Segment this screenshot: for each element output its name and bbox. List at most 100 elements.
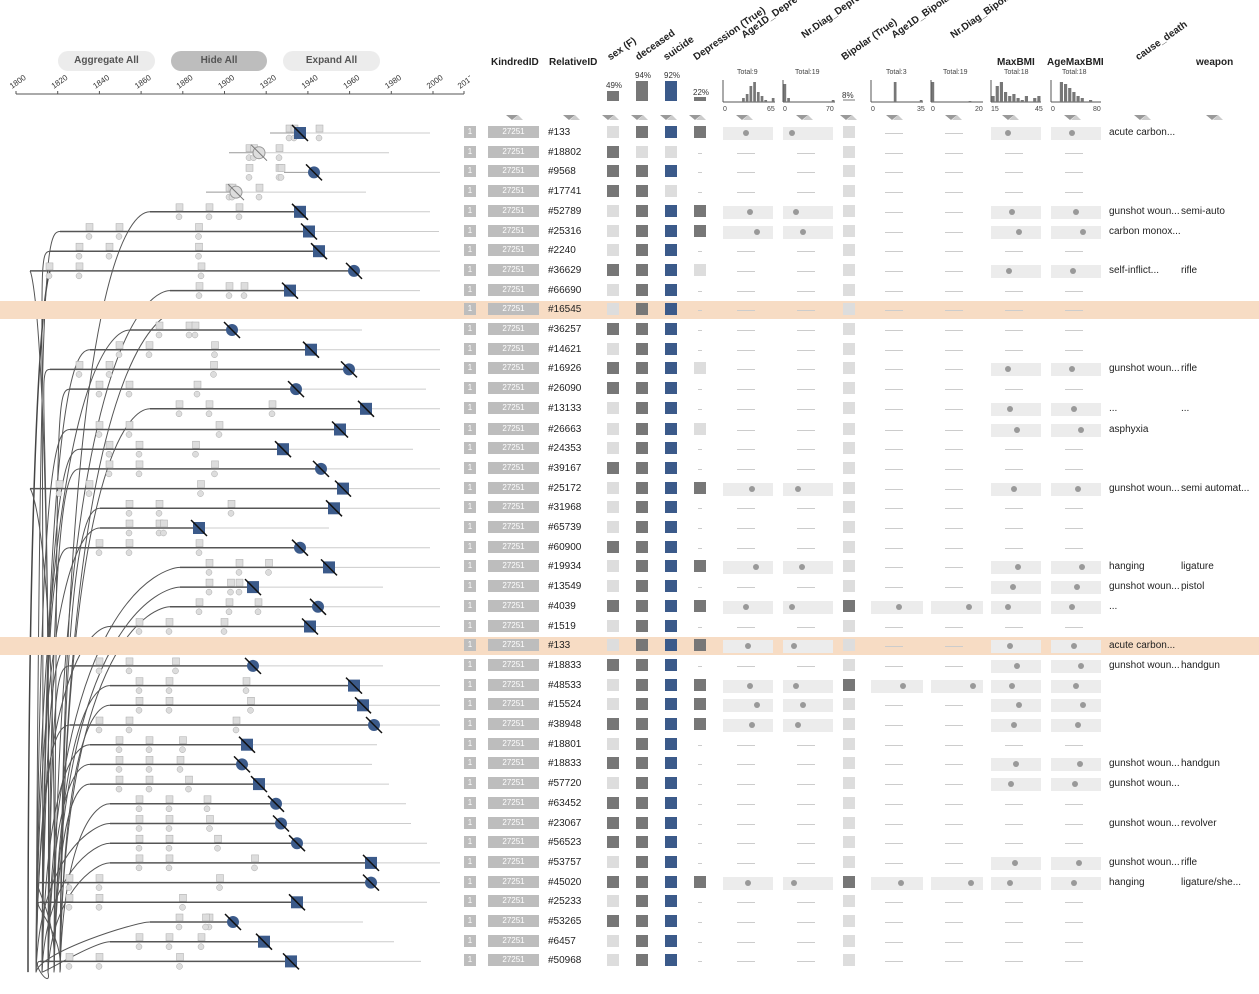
- header-agemaxbmi[interactable]: AgeMaxBMI: [1047, 57, 1104, 68]
- relative-node[interactable]: [95, 390, 103, 398]
- relative-node[interactable]: [179, 894, 187, 902]
- relative-node[interactable]: [160, 519, 168, 528]
- relative-node[interactable]: [193, 390, 201, 398]
- table-row[interactable]: 1 27251 #53265: [0, 913, 1259, 931]
- table-row[interactable]: 1 27251 #50968: [0, 952, 1259, 970]
- relative-node[interactable]: [135, 687, 143, 694]
- relative-node[interactable]: [45, 272, 53, 280]
- relative-node[interactable]: [268, 400, 277, 409]
- relative-node[interactable]: [197, 933, 206, 941]
- table-row[interactable]: 1 27251 #48533: [0, 677, 1259, 695]
- relative-node[interactable]: [205, 400, 214, 409]
- relative-node[interactable]: [254, 608, 262, 616]
- table-row[interactable]: 1 27251 #133 acute carbon...: [0, 124, 1259, 142]
- relative-node[interactable]: [210, 371, 217, 378]
- relative-node[interactable]: [175, 213, 183, 221]
- relative-node[interactable]: [214, 834, 222, 843]
- relative-node[interactable]: [202, 923, 209, 931]
- table-row[interactable]: 1 27251 #13133......: [0, 400, 1259, 418]
- relative-node[interactable]: [176, 953, 184, 961]
- relative-node[interactable]: [105, 460, 114, 469]
- relative-node[interactable]: [227, 588, 234, 596]
- table-row[interactable]: 1 27251 #17741: [0, 183, 1259, 201]
- relative-node[interactable]: [125, 431, 133, 438]
- relative-node[interactable]: [95, 904, 103, 911]
- relative-node[interactable]: [105, 440, 114, 449]
- table-row[interactable]: 1 27251 #18833 gunshot woun... handgun: [0, 755, 1259, 773]
- relative-node[interactable]: [155, 510, 163, 517]
- relative-node[interactable]: [235, 588, 243, 596]
- table-row[interactable]: 1 27251 #65739: [0, 519, 1259, 537]
- relative-node[interactable]: [176, 756, 185, 764]
- relative-node[interactable]: [135, 815, 144, 823]
- relative-node[interactable]: [205, 203, 214, 212]
- relative-node[interactable]: [176, 963, 183, 970]
- relative-node[interactable]: [206, 815, 214, 823]
- relative-node[interactable]: [245, 164, 254, 172]
- relative-node[interactable]: [135, 628, 143, 635]
- relative-node[interactable]: [315, 124, 324, 133]
- table-row[interactable]: 1 27251 #36629 self-inflict... rifle: [0, 262, 1259, 280]
- relative-node[interactable]: [115, 341, 124, 349]
- relative-node[interactable]: [265, 569, 272, 576]
- table-row[interactable]: 1 27251 #18802: [0, 144, 1259, 162]
- relative-node[interactable]: [95, 726, 103, 734]
- relative-node[interactable]: [255, 183, 264, 192]
- relative-node[interactable]: [245, 174, 253, 181]
- relative-node[interactable]: [125, 667, 133, 675]
- relative-node[interactable]: [185, 785, 192, 793]
- header-relativeid[interactable]: RelativeID: [549, 57, 598, 68]
- relative-node[interactable]: [268, 410, 276, 418]
- relative-node[interactable]: [225, 608, 233, 616]
- relative-node[interactable]: [235, 559, 244, 567]
- relative-node[interactable]: [251, 854, 259, 863]
- relative-node[interactable]: [191, 331, 199, 339]
- table-row[interactable]: 1 27251 #1519: [0, 618, 1259, 636]
- relative-node[interactable]: [95, 963, 103, 970]
- table-row[interactable]: 1 27251 #4039...: [0, 598, 1259, 616]
- relative-node[interactable]: [175, 410, 183, 418]
- relative-node[interactable]: [155, 321, 164, 330]
- relative-node[interactable]: [175, 923, 183, 931]
- relative-node[interactable]: [195, 598, 204, 607]
- relative-node[interactable]: [165, 697, 174, 705]
- relative-node[interactable]: [85, 233, 93, 240]
- header-cause-death[interactable]: cause_death: [1133, 19, 1190, 63]
- relative-node[interactable]: [65, 894, 74, 902]
- table-row[interactable]: 1 27251 #36257: [0, 321, 1259, 339]
- relative-node[interactable]: [165, 628, 173, 635]
- table-row[interactable]: 1 27251 #24353: [0, 440, 1259, 458]
- relative-node[interactable]: [195, 549, 203, 556]
- relative-node[interactable]: [165, 864, 173, 872]
- relative-node[interactable]: [185, 775, 193, 784]
- relative-node[interactable]: [265, 559, 273, 567]
- relative-node[interactable]: [175, 913, 184, 922]
- table-row[interactable]: 1 27251 #57720 gunshot woun...: [0, 775, 1259, 793]
- relative-node[interactable]: [165, 707, 173, 714]
- relative-node[interactable]: [195, 242, 203, 251]
- relative-node[interactable]: [211, 460, 219, 469]
- table-row[interactable]: 1 27251 #25233: [0, 893, 1259, 911]
- relative-node[interactable]: [55, 490, 63, 497]
- table-row[interactable]: 1 27251 #25316 carbon monox...: [0, 223, 1259, 241]
- relative-node[interactable]: [125, 726, 133, 734]
- relative-node[interactable]: [145, 766, 153, 773]
- relative-node[interactable]: [125, 380, 134, 389]
- relative-node[interactable]: [225, 598, 234, 607]
- relative-node[interactable]: [115, 233, 123, 240]
- table-row[interactable]: 1 27251 #2240: [0, 242, 1259, 260]
- relative-node[interactable]: [315, 134, 323, 142]
- table-row[interactable]: 1 27251 #6457: [0, 933, 1259, 951]
- relative-node[interactable]: [203, 795, 212, 804]
- relative-node[interactable]: [247, 707, 254, 714]
- relative-node[interactable]: [155, 500, 164, 508]
- relative-node[interactable]: [115, 766, 123, 773]
- relative-node[interactable]: [195, 608, 203, 616]
- table-row[interactable]: 1 27251 #23067 gunshot woun... revolver: [0, 815, 1259, 833]
- relative-node[interactable]: [135, 943, 143, 950]
- relative-node[interactable]: [65, 904, 73, 911]
- relative-node[interactable]: [192, 450, 199, 458]
- table-row[interactable]: 1 27251 #45020 hanging ligature/she...: [0, 874, 1259, 892]
- relative-node[interactable]: [179, 904, 186, 911]
- relative-node[interactable]: [75, 371, 83, 378]
